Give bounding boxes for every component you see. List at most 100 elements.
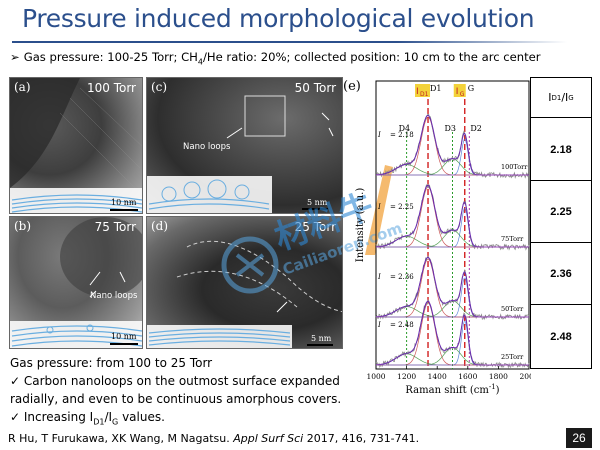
peak-label-d4: D4 bbox=[399, 124, 411, 133]
scale-bar-a bbox=[110, 209, 138, 211]
summary-line-4-mid: /I bbox=[104, 410, 113, 424]
series-label-100Torr: 100Torr bbox=[501, 163, 528, 171]
xtick-label-1000: 1000 bbox=[366, 372, 385, 381]
ratio-annotation-value-75Torr: = 2.25 bbox=[390, 203, 414, 211]
reference-details: 2017, 416, 731-741. bbox=[303, 432, 420, 445]
ratio-annotation-i-50Torr: I bbox=[377, 273, 381, 281]
summary-line-2-text: Carbon nanoloops on the outmost surface … bbox=[23, 374, 340, 388]
ratio-annotation-value-100Torr: = 2.18 bbox=[390, 131, 414, 139]
schematic-a bbox=[10, 188, 142, 213]
ratio-header-sub2: G bbox=[568, 93, 574, 102]
ratio-annotation-value-25Torr: = 2.48 bbox=[390, 321, 414, 329]
summary-line-4-pre: Increasing I bbox=[23, 410, 94, 424]
panel-letter-b: (b) bbox=[14, 219, 32, 233]
summary-line-4-post: values. bbox=[118, 410, 165, 424]
tem-panel-a: (a) 100 Torr 10 nm bbox=[9, 77, 143, 214]
tem-texture-d bbox=[176, 240, 342, 313]
tem-panel-c: (c) 50 Torr Nano loops 5 nm bbox=[146, 77, 343, 214]
arrow-bullet-icon: ➢ bbox=[10, 50, 20, 64]
panel-pressure-c: 50 Torr bbox=[294, 81, 336, 95]
scale-label-d: 5 nm bbox=[311, 334, 332, 343]
cover-schematic-d bbox=[148, 328, 291, 346]
scale-label-a: 10 nm bbox=[111, 198, 137, 207]
conditions-bullet: ➢ Gas pressure: 100-25 Torr; CH4/He ratio… bbox=[10, 50, 541, 66]
panel-letter-c: (c) bbox=[151, 80, 168, 94]
xtick-label-1800: 1800 bbox=[489, 372, 508, 381]
ratio-header-i1: I bbox=[548, 91, 552, 104]
scale-bar-c bbox=[302, 208, 328, 210]
panel-pressure-d: 25 Torr bbox=[294, 220, 336, 234]
d1-highlight-box bbox=[415, 84, 431, 97]
tem-texture-b bbox=[60, 217, 142, 298]
raw-spectrum-100Torr bbox=[375, 113, 530, 179]
summary-line-2: ✓ Carbon nanoloops on the outmost surfac… bbox=[10, 374, 340, 388]
panel-pressure-a: 100 Torr bbox=[86, 81, 136, 95]
g-highlight-box bbox=[453, 84, 466, 97]
xtick-label-1200: 1200 bbox=[397, 372, 416, 381]
reference-citation: R Hu, T Furukawa, XK Wang, M Nagatsu. Ap… bbox=[8, 432, 419, 445]
tem-panel-b: (b) 75 Torr Nano loops 10 nm bbox=[9, 216, 143, 349]
loop-schematic-c bbox=[148, 179, 270, 210]
xtick-label-1600: 1600 bbox=[458, 372, 477, 381]
xtick-label-2000: 2000 bbox=[519, 372, 531, 381]
panel-letter-a: (a) bbox=[14, 80, 31, 94]
panel-letter-d: (d) bbox=[151, 219, 169, 233]
d1-highlight-i: I bbox=[416, 87, 419, 97]
check-icon: ✓ bbox=[10, 374, 21, 388]
scale-label-b: 10 nm bbox=[111, 332, 137, 341]
d1-highlight-sub: D1 bbox=[420, 91, 429, 98]
summary-line-4-sub2: G bbox=[112, 417, 119, 427]
ratio-value-100torr: 2.18 bbox=[531, 119, 591, 181]
peak-label-d2: D2 bbox=[470, 124, 482, 133]
scale-label-c: 5 nm bbox=[307, 198, 328, 207]
reference-journal: Appl Surf Sci bbox=[233, 432, 304, 445]
raman-chart: I D1 I G D1 G D4 D3 D2 100Torr I = 2.18 75Torr I = 2.2… bbox=[343, 77, 539, 417]
scale-bar-b bbox=[110, 343, 138, 345]
raw-spectrum-50Torr bbox=[375, 255, 530, 321]
xtick-label-1400: 1400 bbox=[428, 372, 447, 381]
ratio-value-50torr: 2.36 bbox=[531, 243, 591, 305]
conditions-text-post: /He ratio: 20%; collected position: 10 c… bbox=[202, 50, 541, 64]
summary-line-4-sub1: D1 bbox=[93, 417, 105, 427]
summary-line-1: Gas pressure: from 100 to 25 Torr bbox=[10, 356, 213, 370]
nano-loops-label-c: Nano loops bbox=[183, 142, 231, 152]
peak-label-d1: D1 bbox=[430, 84, 442, 93]
g-highlight-i: I bbox=[456, 87, 459, 97]
ratio-annotation-i-100Torr: I bbox=[377, 131, 381, 139]
schematic-d bbox=[147, 325, 292, 348]
ratio-value-75torr: 2.25 bbox=[531, 181, 591, 243]
series-label-50Torr: 50Torr bbox=[501, 305, 524, 313]
schematic-c bbox=[147, 176, 272, 213]
tem-texture-c bbox=[226, 95, 334, 139]
tem-texture-a bbox=[10, 78, 142, 189]
conditions-subscript: 4 bbox=[197, 57, 203, 67]
summary-line-3: radially, and even to be continuous amor… bbox=[10, 392, 342, 406]
series-label-25Torr: 25Torr bbox=[501, 353, 524, 361]
tem-panel-d: (d) 25 Torr 5 nm bbox=[146, 216, 343, 349]
ratio-header-mid: /I bbox=[561, 91, 569, 104]
ratio-table: I D1/I G 2.18 2.25 2.36 2.48 bbox=[530, 77, 592, 369]
reference-authors: R Hu, T Furukawa, XK Wang, M Nagatsu. bbox=[8, 432, 234, 445]
panel-pressure-b: 75 Torr bbox=[94, 220, 136, 234]
ratio-annotation-i-75Torr: I bbox=[377, 203, 381, 211]
peak-label-g: G bbox=[468, 84, 474, 93]
ratio-annotation-i-25Torr: I bbox=[377, 321, 381, 329]
nano-loops-label-b: Nano loops bbox=[90, 291, 138, 301]
check-icon: ✓ bbox=[10, 410, 21, 424]
x-axis-label: Raman shift (cm-1) bbox=[405, 383, 499, 396]
ratio-annotation-value-50Torr: = 2.36 bbox=[390, 273, 414, 281]
ratio-value-25torr: 2.48 bbox=[550, 330, 572, 343]
ratio-header-sub1: D1 bbox=[551, 93, 562, 102]
series-label-75Torr: 75Torr bbox=[501, 235, 524, 243]
page-number: 26 bbox=[566, 428, 592, 448]
summary-line-4: ✓ Increasing ID1/IG values. bbox=[10, 410, 165, 426]
title-underline bbox=[12, 41, 397, 43]
y-axis-label: Intensity (a.u.) bbox=[355, 188, 366, 263]
schematic-b bbox=[10, 321, 142, 348]
chart-panel-label: (e) bbox=[343, 79, 361, 94]
peak-label-d3: D3 bbox=[445, 124, 457, 133]
title-underline-fade bbox=[397, 41, 567, 43]
g-highlight-sub: G bbox=[460, 91, 465, 98]
ratio-table-header: I D1/I G bbox=[531, 78, 591, 118]
